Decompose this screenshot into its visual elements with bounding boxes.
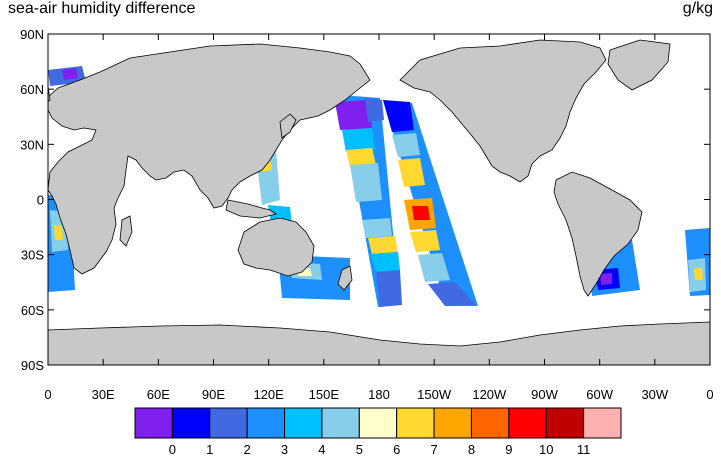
colorbar: 0 1 2 3 4 5 6 7 8 9 10 11 [134,407,622,457]
north-america-land [399,39,607,183]
swath-region-7 [346,148,376,167]
y-tick-label: 90S [21,358,44,373]
colorbar-label: 2 [244,442,251,457]
swath-region-2b [428,282,476,306]
colorbar-label: 0 [169,442,176,457]
region-east-7 [694,268,703,280]
swath-region-5 [392,133,420,157]
colorbar-swatch [246,407,286,439]
x-tick-label: 0 [44,387,51,402]
swath-region-4 [342,128,375,152]
y-tick-label: 30N [20,137,44,152]
x-tick-label: 90E [202,387,225,402]
colorbar-label: 4 [318,442,325,457]
colorbar-swatch [545,407,585,439]
colorbar-label: 1 [206,442,213,457]
swath-region-5b [362,218,392,238]
x-tick-label: 30W [641,387,668,402]
region-7 [54,225,63,240]
y-axis: 90N 60N 30N 0 30S 60S 90S [20,27,710,373]
land-layer [48,39,710,365]
region-0 [600,273,612,285]
colorbar-swatch [583,407,622,439]
colorbar-swatch [134,407,173,439]
y-tick-label: 0 [37,193,44,208]
colorbar-label: 5 [356,442,363,457]
region-north-0 [62,68,78,80]
colorbar-label: 6 [393,442,400,457]
japan-land [279,113,297,139]
plot-area [48,34,710,365]
pacific-swath-west [335,95,402,307]
y-tick-label: 60S [21,303,44,318]
y-tick-label: 90N [20,27,44,42]
swath-region-7b [368,236,398,254]
swath-region-10 [412,206,430,220]
x-tick-label: 120W [472,387,507,402]
colorbar-swatch [321,407,360,439]
madagascar-land [119,215,133,247]
greenland-land [607,39,671,91]
y-tick-label: 30S [21,248,44,263]
colorbar-swatch [171,407,211,439]
units-label: g/kg [682,0,713,17]
indonesia-land [225,199,277,219]
colorbar-swatch [209,407,248,439]
colorbar-label: 9 [505,442,512,457]
new-zealand-land [337,265,353,291]
australia-land [237,217,315,277]
swath-region-0 [335,100,372,130]
x-tick-label: 60W [586,387,613,402]
colorbar-swatch [284,407,323,439]
colorbar-swatch [508,407,547,439]
swath-region-5 [350,163,382,202]
swath-region-7b [410,230,440,252]
eurasia-africa-land [48,43,371,275]
colorbar-swatch [396,407,435,439]
colorbar-label: 8 [468,442,475,457]
x-axis: 0 30E 60E 90E 120E 150E 180 150W 120W 90W 60W 30W 0 [44,34,714,402]
y-tick-label: 60N [20,82,44,97]
x-tick-label: 90W [531,387,558,402]
swath-region-5b [418,253,450,282]
pacific-swath-east [383,100,478,306]
swath-region-1 [383,100,414,132]
swath-region-2 [365,98,384,122]
x-tick-label: 120E [253,387,284,402]
colorbar-label: 11 [577,442,591,457]
x-tick-label: 0 [706,387,713,402]
antarctica-land [48,321,710,365]
swath-region-7 [398,158,425,187]
colorbar-label: 7 [430,442,437,457]
x-tick-label: 60E [147,387,170,402]
colorbar-label: 3 [281,442,288,457]
south-america-land [553,171,643,297]
map-title: sea-air humidity difference [8,0,196,17]
colorbar-label: 10 [539,442,553,457]
swath-region-4b [370,252,400,272]
colorbar-swatch [470,407,510,439]
x-tick-label: 30E [92,387,115,402]
swath-region-2b [376,270,402,307]
colorbar-swatch [433,407,472,439]
x-tick-label: 180 [368,387,390,402]
colorbar-swatch [358,407,398,439]
x-tick-label: 150E [309,387,340,402]
x-tick-label: 150W [417,387,452,402]
